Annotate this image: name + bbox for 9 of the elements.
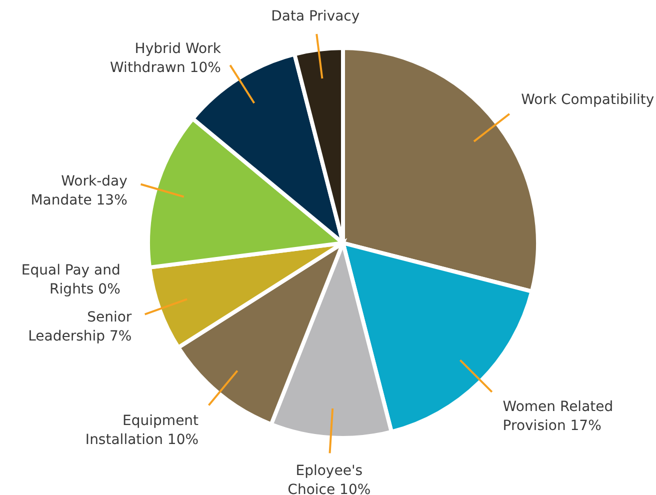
slice-label: Equipment Installation 10%	[85, 412, 200, 448]
slice-label: Work Compatibility	[521, 92, 654, 108]
slice-label: Senior Leadership 7%	[28, 310, 132, 345]
category-label: Equal Pay and Rights 0%	[21, 262, 120, 298]
slice-label: Women Related Provision 17%	[502, 398, 614, 434]
slice-label: Hybrid Work Withdrawn 10%	[110, 40, 222, 76]
slice-label: Eployee's Choice 10%	[288, 462, 371, 495]
slice-label: Data Privacy	[271, 8, 360, 24]
slice-label: Work-day Mandate 13%	[30, 174, 128, 209]
